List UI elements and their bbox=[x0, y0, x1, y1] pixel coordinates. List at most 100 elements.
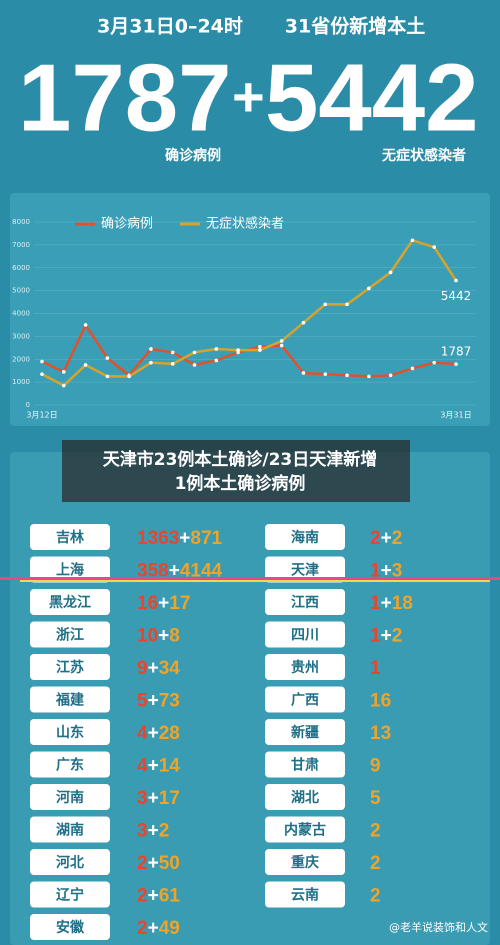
case-numbers: 9 bbox=[370, 756, 381, 777]
province-name: 福建 bbox=[55, 692, 84, 709]
case-numbers: 1363+871 bbox=[137, 528, 223, 549]
province-box bbox=[265, 524, 345, 550]
y-tick-label: 3000 bbox=[12, 332, 30, 340]
data-point bbox=[323, 302, 328, 307]
end-value-label: 5442 bbox=[441, 289, 472, 303]
province-name: 海南 bbox=[291, 529, 319, 546]
province-box bbox=[265, 621, 345, 648]
confirmed-count: 2 bbox=[370, 528, 381, 549]
province-name: 天津 bbox=[291, 562, 319, 579]
province-box bbox=[265, 881, 345, 908]
asymptomatic-count: 9 bbox=[370, 756, 381, 777]
province-box bbox=[30, 719, 110, 745]
data-point bbox=[149, 360, 153, 365]
plus-sign: + bbox=[381, 593, 392, 614]
province-name: 山东 bbox=[56, 724, 84, 741]
confirmed-count: 1 bbox=[370, 626, 381, 647]
data-point bbox=[61, 370, 66, 374]
plus-sign: + bbox=[148, 886, 159, 907]
plus-sign: + bbox=[148, 853, 159, 874]
province-box bbox=[30, 881, 110, 908]
x-tick-label: 3月31日 bbox=[440, 411, 471, 420]
data-point bbox=[388, 270, 393, 275]
province-box bbox=[30, 784, 110, 810]
data-point bbox=[301, 320, 306, 325]
confirmed-count: 4 bbox=[137, 756, 148, 777]
asymptomatic-count: 17 bbox=[169, 593, 190, 614]
case-numbers: 5+73 bbox=[137, 691, 180, 712]
confirmed-count: 358 bbox=[137, 561, 169, 582]
data-point bbox=[367, 286, 371, 291]
data-point bbox=[454, 362, 458, 366]
asymptomatic-count: 14 bbox=[159, 756, 181, 777]
line-chart: 0 1000 2000 3000 4000 5000 6000 7000 8000 3月12日 3月… bbox=[12, 216, 476, 420]
confirmed-count: 3 bbox=[137, 821, 148, 842]
plus-sign: + bbox=[158, 593, 169, 614]
y-tick-label: 6000 bbox=[12, 264, 30, 272]
data-point bbox=[345, 373, 349, 378]
data-point bbox=[367, 374, 371, 379]
data-point bbox=[301, 371, 306, 375]
asymptomatic-count: 2 bbox=[370, 821, 381, 842]
asymptomatic-count: 50 bbox=[159, 853, 180, 874]
province-box bbox=[30, 524, 110, 550]
province-box bbox=[265, 654, 345, 680]
province-box bbox=[265, 686, 345, 713]
asymptomatic-total: 5442 bbox=[265, 44, 479, 151]
asymptomatic-label: 无症状感染者 bbox=[381, 147, 466, 164]
province-box bbox=[30, 556, 110, 583]
data-point bbox=[432, 360, 437, 365]
data-point bbox=[279, 343, 284, 348]
asymptomatic-count: 16 bbox=[370, 691, 391, 712]
data-point bbox=[149, 347, 153, 351]
case-numbers: 9+34 bbox=[137, 658, 180, 679]
province-box bbox=[30, 621, 110, 648]
asymptomatic-count: 2 bbox=[392, 528, 403, 549]
plus-sign: + bbox=[381, 561, 392, 582]
data-point bbox=[40, 372, 44, 376]
case-numbers: 2+50 bbox=[137, 853, 180, 874]
case-numbers: 4+14 bbox=[137, 756, 180, 777]
y-tick-label: 1000 bbox=[12, 378, 30, 386]
case-numbers: 13 bbox=[370, 723, 391, 744]
asymptomatic-count: 871 bbox=[190, 528, 222, 549]
province-name: 浙江 bbox=[56, 627, 84, 644]
data-point bbox=[192, 350, 197, 355]
asymptomatic-count: 49 bbox=[159, 918, 180, 939]
case-numbers: 2 bbox=[370, 821, 381, 842]
plus-sign: + bbox=[148, 918, 159, 939]
province-name: 重庆 bbox=[291, 854, 319, 871]
province-box bbox=[265, 556, 345, 583]
province-box bbox=[30, 849, 110, 875]
province-box bbox=[265, 849, 345, 875]
data-point bbox=[214, 347, 219, 351]
chart-panel bbox=[10, 193, 490, 426]
province-name: 河南 bbox=[56, 789, 84, 806]
data-point bbox=[83, 363, 88, 367]
province-name: 河北 bbox=[56, 854, 84, 871]
data-point bbox=[40, 359, 44, 364]
province-name: 江西 bbox=[291, 594, 319, 611]
case-numbers: 1+2 bbox=[370, 626, 402, 647]
data-point bbox=[105, 374, 110, 379]
x-tick-label: 3月12日 bbox=[26, 411, 57, 420]
province-name: 湖南 bbox=[56, 822, 84, 839]
confirmed-count: 1 bbox=[370, 561, 381, 582]
caption-line: 天津市23例本土确诊/23日天津新增 bbox=[103, 449, 378, 470]
data-point bbox=[83, 323, 88, 327]
confirmed-count: 16 bbox=[137, 593, 158, 614]
scope: 31省份新增本土 bbox=[285, 15, 425, 38]
data-point bbox=[454, 278, 458, 283]
province-name: 甘肃 bbox=[291, 757, 319, 774]
asymptomatic-count: 2 bbox=[370, 853, 381, 874]
data-point bbox=[410, 366, 415, 371]
y-tick-label: 2000 bbox=[12, 355, 30, 363]
series-line bbox=[41, 238, 458, 388]
y-tick-label: 7000 bbox=[12, 241, 30, 249]
data-point bbox=[323, 372, 328, 376]
plus-sign: + bbox=[148, 691, 159, 712]
end-value-label: 1787 bbox=[441, 345, 472, 359]
asymptomatic-count: 2 bbox=[370, 886, 381, 907]
province-name: 安徽 bbox=[56, 919, 85, 936]
